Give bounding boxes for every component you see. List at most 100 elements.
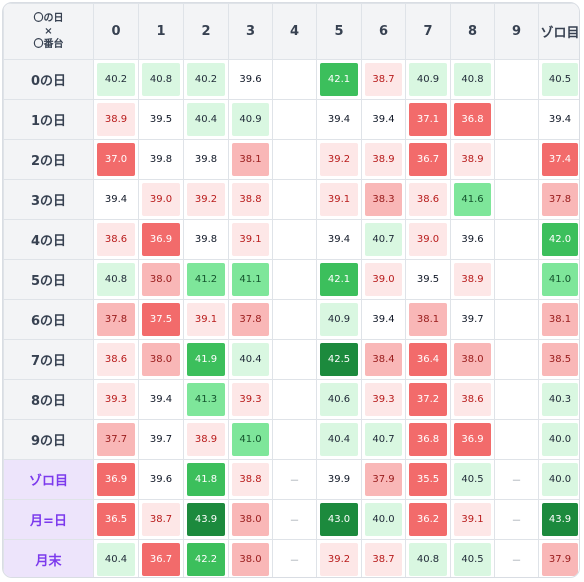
value-cell[interactable]: 40.9	[228, 99, 273, 140]
value-cell[interactable]: 39.7	[450, 299, 495, 340]
row-header[interactable]: 2の日	[3, 139, 94, 180]
value-cell[interactable]: 38.6	[405, 179, 451, 220]
value-cell[interactable]: 40.2	[183, 59, 229, 100]
value-cell[interactable]	[494, 299, 539, 340]
row-header[interactable]: 6の日	[3, 299, 94, 340]
value-cell[interactable]: －	[494, 459, 539, 500]
value-cell[interactable]: 39.4	[361, 299, 406, 340]
row-header[interactable]: 5の日	[3, 259, 94, 300]
value-cell[interactable]	[272, 219, 317, 260]
value-cell[interactable]: 39.0	[361, 259, 406, 300]
value-cell[interactable]: 41.0	[228, 419, 273, 460]
value-cell[interactable]: 36.4	[405, 339, 451, 380]
value-cell[interactable]: 38.0	[138, 339, 184, 380]
value-cell[interactable]: 41.8	[183, 459, 229, 500]
value-cell[interactable]: 39.6	[228, 59, 273, 100]
column-header[interactable]: 6	[361, 3, 406, 60]
value-cell[interactable]: 40.2	[93, 59, 139, 100]
value-cell[interactable]	[272, 419, 317, 460]
value-cell[interactable]: 39.1	[316, 179, 362, 220]
value-cell[interactable]: 43.0	[316, 499, 362, 540]
value-cell[interactable]	[272, 339, 317, 380]
column-header[interactable]: 9	[494, 3, 539, 60]
value-cell[interactable]: 38.0	[138, 259, 184, 300]
value-cell[interactable]: 40.5	[450, 459, 495, 500]
row-header[interactable]: 0の日	[3, 59, 94, 100]
value-cell[interactable]: 38.1	[228, 139, 273, 180]
value-cell[interactable]: 39.2	[316, 539, 362, 577]
value-cell[interactable]	[494, 179, 539, 220]
value-cell[interactable]	[494, 219, 539, 260]
value-cell[interactable]: 40.4	[93, 539, 139, 577]
value-cell[interactable]: 39.8	[183, 139, 229, 180]
value-cell[interactable]: 42.5	[316, 339, 362, 380]
value-cell[interactable]: 36.9	[93, 459, 139, 500]
value-cell[interactable]: 37.0	[93, 139, 139, 180]
value-cell[interactable]	[272, 139, 317, 180]
value-cell[interactable]: 36.2	[405, 499, 451, 540]
value-cell[interactable]: 39.9	[316, 459, 362, 500]
value-cell[interactable]: 36.9	[450, 419, 495, 460]
value-cell[interactable]: 38.9	[183, 419, 229, 460]
row-header[interactable]: 月=日	[3, 499, 94, 540]
value-cell[interactable]: 38.3	[361, 179, 406, 220]
value-cell[interactable]: 38.1	[538, 299, 579, 340]
value-cell[interactable]: 41.0	[538, 259, 579, 300]
value-cell[interactable]: 38.8	[228, 459, 273, 500]
value-cell[interactable]: 39.2	[316, 139, 362, 180]
value-cell[interactable]	[494, 99, 539, 140]
value-cell[interactable]: 38.0	[228, 499, 273, 540]
value-cell[interactable]: 41.2	[183, 259, 229, 300]
value-cell[interactable]: 38.0	[450, 339, 495, 380]
value-cell[interactable]: 39.3	[93, 379, 139, 420]
value-cell[interactable]: 36.7	[138, 539, 184, 577]
value-cell[interactable]: －	[272, 459, 317, 500]
value-cell[interactable]: 40.6	[316, 379, 362, 420]
value-cell[interactable]: 40.9	[316, 299, 362, 340]
value-cell[interactable]	[272, 299, 317, 340]
value-cell[interactable]	[494, 139, 539, 180]
row-header[interactable]: 4の日	[3, 219, 94, 260]
value-cell[interactable]: 38.7	[361, 59, 406, 100]
value-cell[interactable]: 38.9	[450, 259, 495, 300]
value-cell[interactable]: 38.6	[93, 339, 139, 380]
value-cell[interactable]: 36.7	[405, 139, 451, 180]
value-cell[interactable]	[494, 59, 539, 100]
value-cell[interactable]: 39.4	[316, 219, 362, 260]
value-cell[interactable]: 38.9	[361, 139, 406, 180]
value-cell[interactable]: 37.9	[538, 539, 579, 577]
value-cell[interactable]: 40.4	[183, 99, 229, 140]
value-cell[interactable]: 39.3	[228, 379, 273, 420]
value-cell[interactable]: 40.9	[405, 59, 451, 100]
row-header[interactable]: 9の日	[3, 419, 94, 460]
column-header[interactable]: 4	[272, 3, 317, 60]
value-cell[interactable]: 39.4	[361, 99, 406, 140]
value-cell[interactable]	[494, 339, 539, 380]
row-header[interactable]: ゾロ目	[3, 459, 94, 500]
value-cell[interactable]: 38.7	[138, 499, 184, 540]
value-cell[interactable]: 42.0	[538, 219, 579, 260]
value-cell[interactable]	[272, 59, 317, 100]
value-cell[interactable]: 39.3	[361, 379, 406, 420]
value-cell[interactable]: 40.8	[450, 59, 495, 100]
value-cell[interactable]: －	[272, 499, 317, 540]
value-cell[interactable]: 39.1	[183, 299, 229, 340]
value-cell[interactable]: 37.1	[405, 99, 451, 140]
value-cell[interactable]	[272, 179, 317, 220]
value-cell[interactable]: 40.4	[228, 339, 273, 380]
value-cell[interactable]: 39.6	[450, 219, 495, 260]
row-header[interactable]: 月末	[3, 539, 94, 577]
value-cell[interactable]: 38.1	[405, 299, 451, 340]
value-cell[interactable]: 43.9	[183, 499, 229, 540]
value-cell[interactable]: 39.7	[138, 419, 184, 460]
value-cell[interactable]: －	[272, 539, 317, 577]
column-header[interactable]: 0	[93, 3, 139, 60]
column-header[interactable]: 5	[316, 3, 362, 60]
row-header[interactable]: 8の日	[3, 379, 94, 420]
value-cell[interactable]: 37.8	[538, 179, 579, 220]
value-cell[interactable]: 37.7	[93, 419, 139, 460]
value-cell[interactable]: 40.7	[361, 419, 406, 460]
value-cell[interactable]: 41.1	[228, 259, 273, 300]
column-header[interactable]: 7	[405, 3, 451, 60]
column-header[interactable]: 1	[138, 3, 184, 60]
